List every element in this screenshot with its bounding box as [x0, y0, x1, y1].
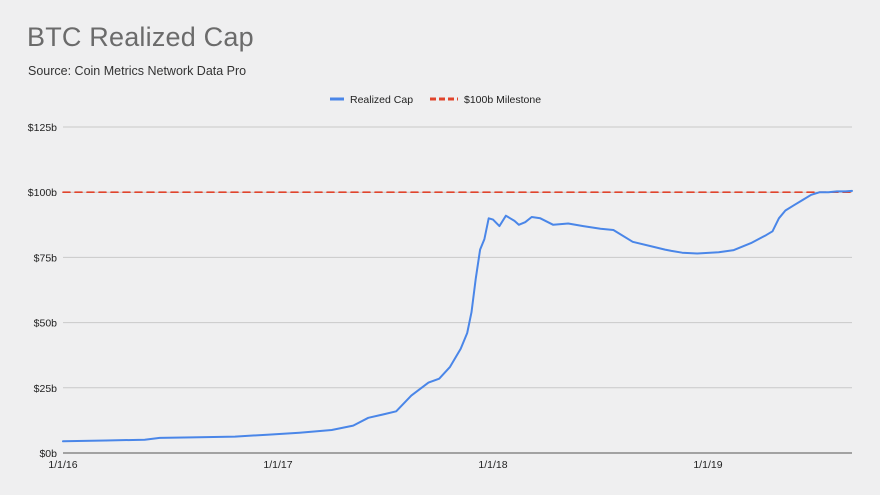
grid-lines: [63, 126, 852, 454]
y-tick-label: $25b: [34, 383, 58, 395]
y-tick-label: $125b: [28, 122, 57, 134]
realized-cap-line: [62, 189, 853, 443]
legend-label: $100b Milestone: [464, 94, 541, 106]
legend-label: Realized Cap: [350, 94, 413, 106]
legend-item-milestone: $100b Milestone: [430, 94, 541, 106]
series-lines: [62, 189, 853, 443]
x-tick-label: 1/1/18: [478, 459, 507, 471]
y-tick-label: $75b: [34, 252, 58, 264]
axis-labels: $0b $25b $50b $75b $100b $125b 1/1/16 1/1/17 1/1…: [28, 122, 723, 471]
x-tick-label: 1/1/16: [48, 459, 77, 471]
legend: Realized Cap $100b Milestone: [330, 94, 541, 106]
x-tick-label: 1/1/17: [263, 459, 292, 471]
y-tick-label: $100b: [28, 187, 57, 199]
chart-subtitle: Source: Coin Metrics Network Data Pro: [28, 64, 247, 78]
y-tick-label: $0b: [39, 448, 57, 460]
chart-title: BTC Realized Cap: [27, 22, 254, 52]
y-tick-label: $50b: [34, 318, 58, 330]
legend-item-realized-cap: Realized Cap: [330, 94, 413, 106]
x-tick-label: 1/1/19: [693, 459, 722, 471]
